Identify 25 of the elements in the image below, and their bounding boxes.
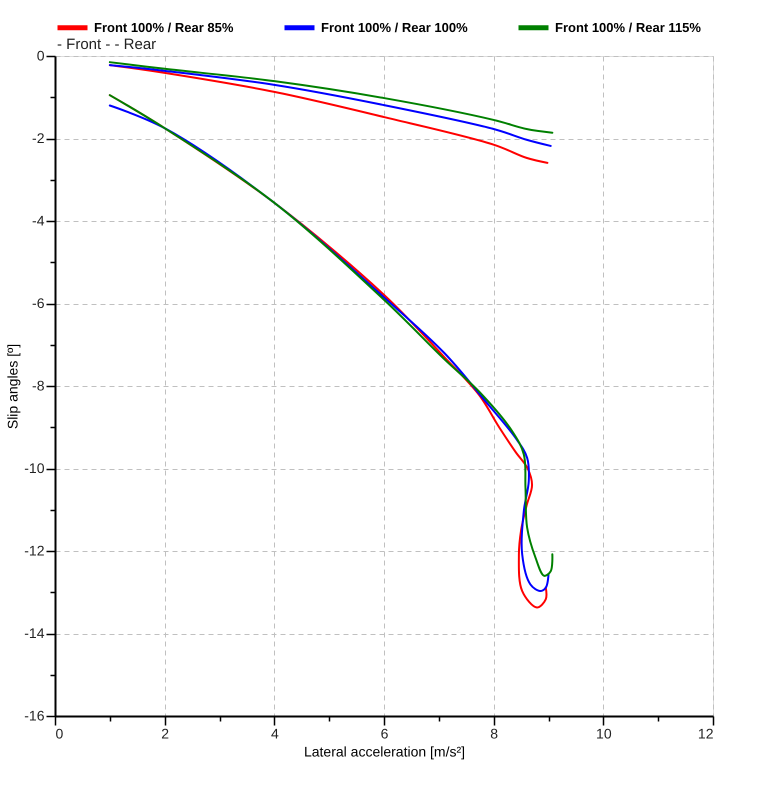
y-tick-label: -12 bbox=[24, 542, 45, 558]
x-tick-label: 12 bbox=[698, 726, 714, 742]
line-series bbox=[108, 64, 548, 164]
y-tick-label: -8 bbox=[32, 378, 45, 394]
x-tick-label: 8 bbox=[490, 726, 498, 742]
x-tick-label: 0 bbox=[56, 726, 64, 742]
legend-label: Front 100% / Rear 100% bbox=[321, 20, 468, 35]
x-tick-label: 6 bbox=[380, 726, 389, 742]
y-tick-label: -6 bbox=[32, 295, 45, 311]
y-tick-label: 0 bbox=[36, 48, 45, 64]
legend-label: Front 100% / Rear 115% bbox=[555, 20, 702, 35]
y-tick-label: -14 bbox=[24, 625, 45, 641]
x-tick-label: 4 bbox=[270, 726, 279, 742]
y-tick-label: -10 bbox=[24, 460, 45, 476]
y-tick-label: -2 bbox=[32, 130, 45, 146]
x-tick-label: 2 bbox=[161, 726, 170, 742]
y-axis-title: Slip angles [º] bbox=[4, 344, 20, 430]
line-series bbox=[108, 61, 554, 134]
y-tick-label: -4 bbox=[32, 212, 45, 228]
text: - Front - - Rear bbox=[57, 36, 156, 53]
legend-label: Front 100% / Rear 85% bbox=[94, 20, 234, 35]
x-tick-label: 10 bbox=[596, 726, 612, 742]
y-tick-label: -16 bbox=[24, 708, 45, 724]
x-axis-title: Lateral acceleration [m/s²] bbox=[304, 744, 466, 760]
line-series bbox=[108, 64, 552, 147]
